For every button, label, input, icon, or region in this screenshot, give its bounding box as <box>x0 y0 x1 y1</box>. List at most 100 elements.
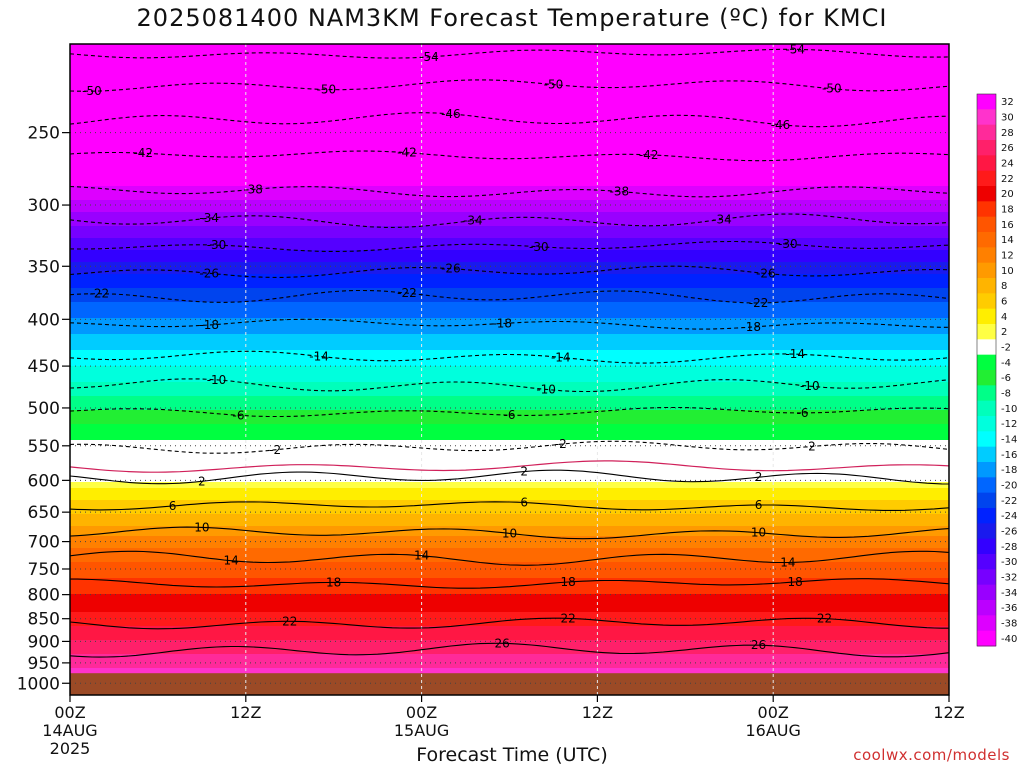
chart-title: 2025081400 NAM3KM Forecast Temperature (… <box>136 4 888 32</box>
contour-line <box>70 213 949 228</box>
contour-label: 6 <box>520 496 528 510</box>
contour-line <box>70 112 949 128</box>
temperature-band <box>70 612 949 615</box>
contour-label: -22 <box>89 287 109 301</box>
contour-label: -50 <box>822 82 842 96</box>
temperature-band <box>70 246 949 249</box>
temperature-band <box>70 414 949 417</box>
temperature-band <box>70 492 949 495</box>
contour-line <box>70 526 949 540</box>
temperature-band <box>70 72 949 75</box>
temperature-band <box>70 260 949 263</box>
temperature-band <box>70 326 949 329</box>
contour-label: -22 <box>397 286 417 300</box>
colorbar-swatch <box>977 477 996 494</box>
colorbar-swatch <box>977 554 996 570</box>
colorbar-label: 4 <box>1001 312 1007 323</box>
temperature-band <box>70 62 949 65</box>
temperature-band <box>70 632 949 635</box>
contour-label: -26 <box>441 262 461 276</box>
temperature-band <box>70 50 949 53</box>
temperature-band <box>70 558 949 561</box>
contour-label: 10 <box>751 526 766 540</box>
temperature-band <box>70 636 949 639</box>
temperature-band <box>70 70 949 73</box>
temperature-band <box>70 622 949 625</box>
y-tick-label: 800 <box>28 586 60 606</box>
colorbar-swatch <box>977 324 996 340</box>
temperature-band <box>70 528 949 531</box>
temperature-band <box>70 44 949 47</box>
temperature-band <box>70 430 949 433</box>
contour-label: -6 <box>504 408 516 422</box>
temperature-band <box>70 446 949 449</box>
temperature-band <box>70 352 949 355</box>
temperature-band <box>70 224 949 227</box>
temperature-band <box>70 470 949 473</box>
watermark: coolwx.com/models <box>853 746 1010 764</box>
contour-line <box>70 550 949 566</box>
colorbar-label: 14 <box>1001 235 1014 246</box>
temperature-band <box>70 640 949 643</box>
colorbar-swatch <box>977 354 996 371</box>
temperature-band <box>70 396 949 399</box>
temperature-band <box>70 478 949 481</box>
temperature-band <box>70 536 949 539</box>
temperature-band <box>70 518 949 521</box>
temperature-band <box>70 120 949 123</box>
y-tick-label: 1000 <box>17 674 60 694</box>
colorbar-swatch <box>977 446 996 463</box>
colorbar-swatch <box>977 615 996 632</box>
colorbar-swatch <box>977 523 996 540</box>
temperature-band <box>70 388 949 391</box>
temperature-band <box>70 206 949 209</box>
temperature-band <box>70 480 949 483</box>
contour-label: 2 <box>755 470 763 484</box>
temperature-band <box>70 434 949 437</box>
x-axis-label: Forecast Time (UTC) <box>416 744 608 766</box>
temperature-band <box>70 668 949 671</box>
colorbar-label: -12 <box>1001 419 1017 430</box>
temperature-band <box>70 594 949 597</box>
temperature-band <box>70 670 949 673</box>
y-tick-label: 650 <box>28 503 60 523</box>
contour-label: -50 <box>544 78 564 92</box>
contour-label: -22 <box>749 296 769 310</box>
temperature-band <box>70 482 949 485</box>
temperature-band <box>70 84 949 87</box>
y-tick-label: 700 <box>28 533 60 553</box>
temperature-band <box>70 616 949 619</box>
temperature-band <box>70 180 949 183</box>
temperature-band <box>70 102 949 105</box>
temperature-band <box>70 192 949 195</box>
temperature-band <box>70 488 949 491</box>
colorbar-label: 2 <box>1001 327 1007 338</box>
colorbar-label: -40 <box>1001 634 1017 645</box>
temperature-band <box>70 534 949 537</box>
temperature-band <box>70 648 949 651</box>
temperature-band <box>70 332 949 335</box>
temperature-band <box>70 330 949 333</box>
temperature-band <box>70 220 949 223</box>
temperature-band <box>70 380 949 383</box>
temperature-band <box>70 320 949 323</box>
temperature-band <box>70 596 949 599</box>
temperature-band <box>70 588 949 591</box>
temperature-band <box>70 522 949 525</box>
colorbar-label: -32 <box>1001 573 1017 584</box>
colorbar-swatch <box>977 247 996 264</box>
contour-label: -26 <box>756 266 776 280</box>
temperature-band <box>70 578 949 581</box>
colorbar-swatch <box>977 186 996 202</box>
temperature-band <box>70 68 949 71</box>
contour-label: -42 <box>639 148 659 162</box>
temperature-band <box>70 238 949 241</box>
colorbar-swatch <box>977 94 996 110</box>
colorbar-swatch <box>977 400 996 417</box>
temperature-band <box>70 378 949 381</box>
temperature-band <box>70 58 949 61</box>
colorbar-label: -34 <box>1001 588 1017 599</box>
temperature-band <box>70 566 949 569</box>
temperature-band <box>70 300 949 303</box>
temperature-band <box>70 562 949 565</box>
